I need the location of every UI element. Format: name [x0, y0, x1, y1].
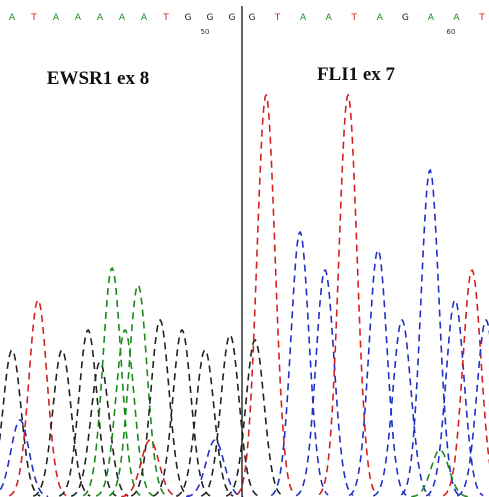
position-number: 60 — [447, 28, 456, 36]
trace-peak — [426, 300, 483, 496]
base-call: T — [274, 13, 281, 23]
base-call: A — [326, 13, 333, 23]
trace-peak — [226, 340, 283, 496]
base-call: A — [75, 13, 82, 23]
base-call: A — [453, 13, 460, 23]
base-call: G — [207, 13, 214, 23]
exon-label: EWSR1 ex 8 — [47, 68, 149, 89]
trace-peak — [457, 320, 489, 496]
base-call: A — [9, 13, 16, 23]
trace-peak — [176, 350, 233, 496]
base-call: G — [249, 13, 256, 23]
trace-peak — [201, 335, 258, 496]
trace-peak — [83, 268, 140, 496]
trace-peak — [296, 270, 353, 496]
trace-peak — [237, 95, 294, 495]
traces — [0, 95, 489, 497]
base-call: T — [162, 13, 169, 23]
trace-peak — [131, 320, 188, 496]
base-call: A — [97, 13, 104, 23]
base-call: A — [53, 13, 60, 23]
base-call: A — [428, 13, 435, 23]
trace-peak — [33, 350, 90, 496]
position-number: 50 — [201, 28, 210, 36]
base-call: A — [141, 13, 148, 23]
exon-label: FLI1 ex 7 — [317, 64, 396, 85]
base-call: T — [478, 13, 485, 23]
chromatogram: EWSR1 ex 8 FLI1 ex 7 50 60 A T A A A A A T G G G G T… — [0, 0, 489, 497]
base-call: A — [119, 13, 126, 23]
trace-peak — [443, 270, 489, 496]
base-call: T — [350, 13, 357, 23]
trace-peak — [373, 320, 430, 496]
trace-peak — [319, 95, 376, 495]
trace-peak — [186, 440, 243, 497]
base-call: A — [377, 13, 384, 23]
base-call: G — [185, 13, 192, 23]
base-call: T — [30, 13, 37, 23]
trace-peak — [271, 232, 328, 495]
base-call: A — [300, 13, 307, 23]
trace-peak — [9, 300, 66, 496]
base-call: G — [229, 13, 236, 23]
base-call: G — [402, 13, 409, 23]
trace-peak — [401, 170, 458, 495]
